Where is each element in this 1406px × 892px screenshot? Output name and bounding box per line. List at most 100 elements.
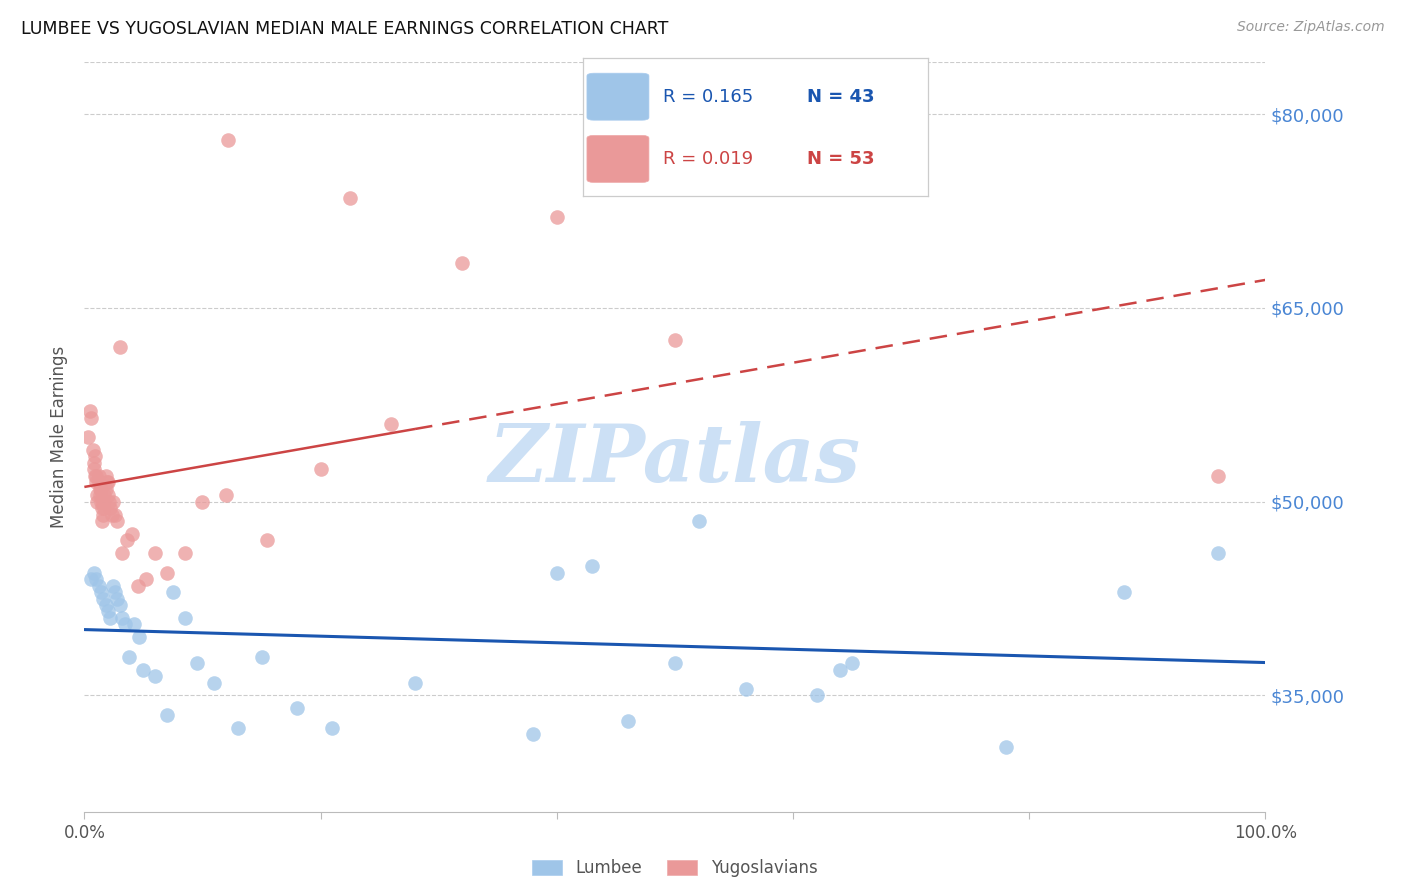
Point <box>191 494 214 508</box>
Point <box>98 611 121 625</box>
Point <box>107 514 129 528</box>
Point <box>90 482 112 496</box>
Point <box>89 488 111 502</box>
Point <box>1112 585 1135 599</box>
Point <box>83 566 105 580</box>
Point <box>87 468 110 483</box>
Text: R = 0.165: R = 0.165 <box>662 87 754 105</box>
Point <box>132 663 155 677</box>
Point <box>77 430 100 444</box>
Point <box>285 701 308 715</box>
Point <box>90 585 112 599</box>
Point <box>173 611 195 625</box>
Point <box>84 468 107 483</box>
Point <box>404 675 426 690</box>
Point <box>127 579 149 593</box>
Point <box>522 727 544 741</box>
Point <box>994 740 1017 755</box>
Point <box>156 566 179 580</box>
Point <box>86 494 108 508</box>
Point <box>96 475 118 490</box>
Point <box>546 211 568 225</box>
Point <box>97 605 120 619</box>
Point <box>79 404 101 418</box>
Point <box>80 572 103 586</box>
Point <box>104 508 127 522</box>
Text: N = 53: N = 53 <box>807 150 875 168</box>
Point <box>688 514 710 528</box>
Point <box>94 482 117 496</box>
Point <box>256 533 278 548</box>
Point <box>84 468 107 483</box>
Point <box>215 488 238 502</box>
Point <box>91 494 114 508</box>
Point <box>339 191 361 205</box>
Point <box>143 669 166 683</box>
Point <box>107 591 129 606</box>
Point <box>664 333 686 347</box>
Point <box>217 133 239 147</box>
Point <box>87 579 110 593</box>
Point <box>380 417 402 432</box>
Point <box>118 649 141 664</box>
Point <box>94 468 117 483</box>
Point <box>93 501 115 516</box>
Point <box>111 546 134 560</box>
Point <box>98 494 121 508</box>
Point <box>135 572 157 586</box>
Point <box>616 714 638 729</box>
Point <box>83 462 105 476</box>
Point <box>734 681 756 696</box>
Point <box>94 598 117 612</box>
Point <box>80 410 103 425</box>
Point <box>186 656 208 670</box>
Point <box>91 501 114 516</box>
Point <box>108 340 131 354</box>
Point <box>114 617 136 632</box>
Y-axis label: Median Male Earnings: Median Male Earnings <box>51 346 69 528</box>
Point <box>84 450 107 464</box>
Point <box>830 663 852 677</box>
Point <box>1206 468 1229 483</box>
Point <box>111 611 134 625</box>
Point <box>93 488 115 502</box>
Legend: Lumbee, Yugoslavians: Lumbee, Yugoslavians <box>524 851 825 886</box>
Point <box>156 707 179 722</box>
Point <box>87 475 110 490</box>
Point <box>806 689 828 703</box>
Point <box>101 494 124 508</box>
Point <box>121 527 143 541</box>
Point <box>122 617 145 632</box>
Point <box>115 533 138 548</box>
Text: LUMBEE VS YUGOSLAVIAN MEDIAN MALE EARNINGS CORRELATION CHART: LUMBEE VS YUGOSLAVIAN MEDIAN MALE EARNIN… <box>21 20 668 37</box>
Point <box>82 442 104 457</box>
Point <box>101 579 124 593</box>
Point <box>84 475 107 490</box>
Point <box>91 514 114 528</box>
Point <box>841 656 863 670</box>
Point <box>173 546 195 560</box>
Point <box>90 494 112 508</box>
Point <box>104 585 127 599</box>
Point <box>581 559 603 574</box>
Point <box>202 675 225 690</box>
Point <box>84 572 107 586</box>
Point <box>100 508 122 522</box>
Point <box>97 475 120 490</box>
Point <box>546 566 568 580</box>
Point <box>83 456 105 470</box>
Text: Source: ZipAtlas.com: Source: ZipAtlas.com <box>1237 20 1385 34</box>
Point <box>664 656 686 670</box>
Point <box>1206 546 1229 560</box>
Point <box>108 598 131 612</box>
FancyBboxPatch shape <box>586 73 650 120</box>
Point <box>226 721 249 735</box>
Point <box>91 591 114 606</box>
FancyBboxPatch shape <box>586 136 650 183</box>
Point <box>97 488 120 502</box>
Point <box>98 501 121 516</box>
Point <box>86 488 108 502</box>
Text: R = 0.019: R = 0.019 <box>662 150 752 168</box>
Point <box>309 462 332 476</box>
Point <box>250 649 273 664</box>
